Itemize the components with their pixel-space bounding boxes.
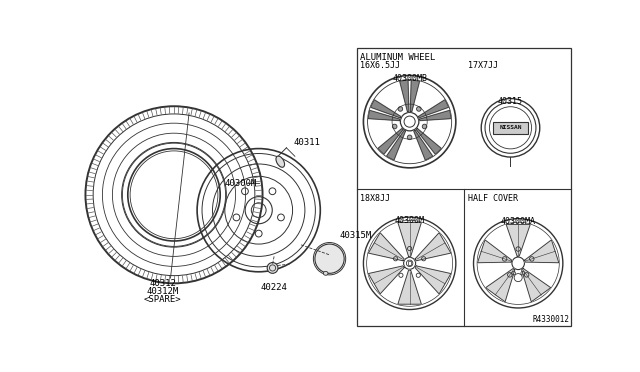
Text: ALUMINUM WHEEL: ALUMINUM WHEEL [360, 53, 436, 62]
Bar [408, 262, 412, 265]
Text: 17X7JJ: 17X7JJ [468, 61, 498, 70]
Text: <SPARE>: <SPARE> [143, 295, 181, 304]
Circle shape [417, 107, 421, 111]
Ellipse shape [276, 156, 285, 167]
Text: 40315: 40315 [498, 97, 523, 106]
Text: 18X8JJ: 18X8JJ [360, 194, 390, 203]
Polygon shape [400, 80, 409, 112]
Polygon shape [398, 270, 421, 304]
Text: 40300MB: 40300MB [392, 74, 427, 83]
Bar [357, 48, 570, 326]
Text: 16X6.5JJ: 16X6.5JJ [360, 61, 401, 70]
Polygon shape [522, 269, 551, 302]
Text: R4330012: R4330012 [532, 315, 569, 324]
Bar [493, 122, 528, 134]
Polygon shape [419, 110, 451, 121]
Polygon shape [410, 80, 419, 112]
Polygon shape [368, 110, 400, 121]
Text: 40300M: 40300M [395, 216, 424, 225]
Circle shape [398, 107, 403, 111]
Text: 40311: 40311 [293, 138, 320, 147]
Circle shape [267, 263, 278, 273]
Polygon shape [387, 130, 406, 160]
Text: NISSAN: NISSAN [499, 125, 522, 130]
Polygon shape [398, 222, 421, 256]
Text: 40300MA: 40300MA [500, 217, 536, 226]
Polygon shape [415, 266, 451, 294]
Circle shape [392, 124, 397, 129]
Polygon shape [378, 128, 403, 154]
Polygon shape [369, 233, 404, 261]
Text: 40312: 40312 [149, 279, 176, 289]
Text: 40315M: 40315M [340, 231, 372, 240]
Polygon shape [371, 100, 401, 118]
Polygon shape [369, 266, 404, 294]
Polygon shape [477, 240, 512, 263]
Text: HALF COVER: HALF COVER [468, 194, 518, 203]
Circle shape [315, 244, 344, 273]
Polygon shape [506, 224, 530, 256]
Ellipse shape [323, 272, 328, 275]
Polygon shape [419, 100, 449, 118]
Polygon shape [415, 233, 451, 261]
Text: 40312M: 40312M [147, 287, 179, 296]
Polygon shape [486, 269, 515, 302]
Circle shape [422, 124, 427, 129]
Polygon shape [413, 130, 433, 160]
Polygon shape [416, 128, 442, 154]
Circle shape [407, 135, 412, 140]
Text: 40224: 40224 [260, 283, 287, 292]
Text: 40300M: 40300M [224, 179, 256, 188]
Polygon shape [525, 240, 559, 263]
